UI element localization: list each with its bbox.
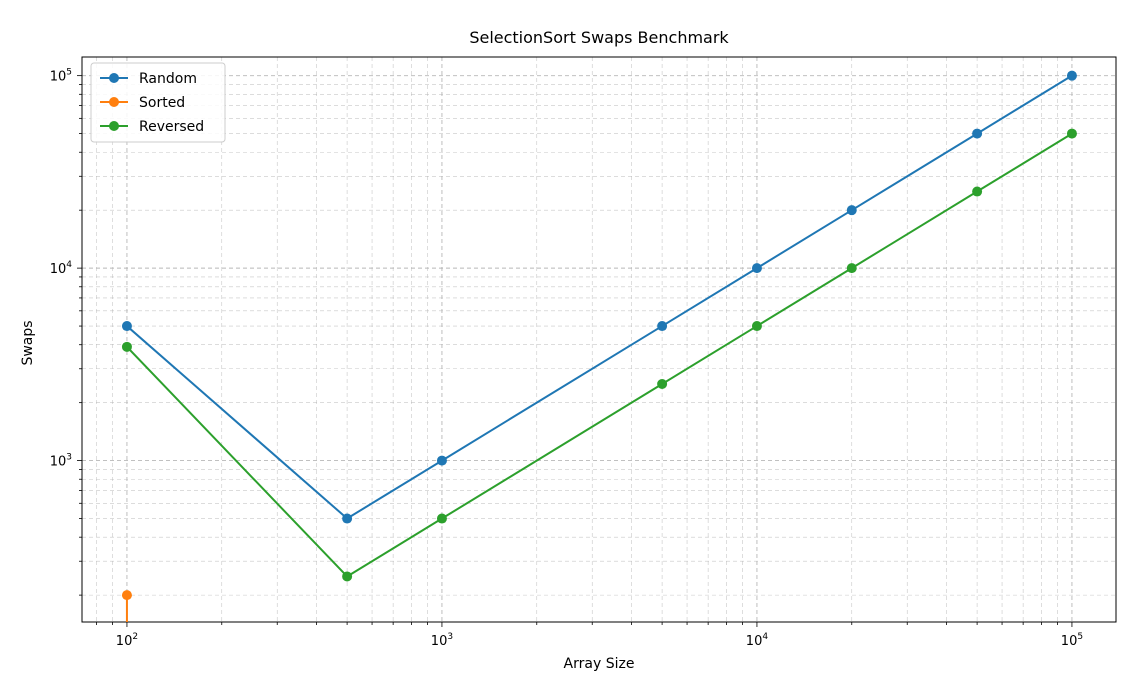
data-point-reversed — [342, 571, 353, 582]
legend-box — [90, 62, 226, 143]
data-point-reversed — [657, 378, 668, 389]
plot-frame — [81, 56, 1117, 623]
x-tick-label-base: 10 — [431, 634, 448, 649]
series-layer — [121, 70, 1077, 622]
data-point-random — [436, 455, 447, 466]
y-axis-label: Swaps — [20, 320, 36, 365]
y-tick-label-exponent: 4 — [66, 260, 72, 270]
data-point-random — [846, 205, 857, 216]
data-point-reversed — [121, 341, 132, 352]
x-axis-label: Array Size — [564, 656, 635, 672]
y-tick-label-exponent: 3 — [66, 453, 72, 463]
y-tick-label-base: 10 — [50, 455, 67, 470]
y-tick-label-base: 10 — [50, 262, 67, 277]
series-sorted — [121, 590, 132, 622]
data-point-reversed — [751, 321, 762, 332]
legend-label-random: Random — [139, 71, 197, 87]
series-reversed — [121, 128, 1077, 582]
data-point-random — [121, 321, 132, 332]
series-random — [121, 70, 1077, 524]
series-line-reversed — [126, 132, 1073, 578]
data-point-random — [972, 128, 983, 139]
data-point-random — [657, 321, 668, 332]
data-point-random — [1066, 70, 1077, 81]
data-point-reversed — [972, 186, 983, 197]
x-tick-label-base: 10 — [1061, 634, 1078, 649]
legend-label-reversed: Reversed — [139, 119, 204, 135]
y-tick-label: 103 — [50, 453, 72, 470]
y-tick-label-base: 10 — [50, 70, 67, 85]
data-point-reversed — [1066, 128, 1077, 139]
data-point-random — [751, 263, 762, 274]
y-tick-label-exponent: 5 — [66, 68, 72, 78]
x-tick-label: 102 — [116, 632, 138, 649]
x-tick-label: 103 — [431, 632, 453, 649]
data-point-random — [342, 513, 353, 524]
y-tick-label: 104 — [50, 260, 73, 277]
series-line-random — [126, 74, 1073, 520]
y-tick-label: 105 — [50, 68, 72, 85]
x-tick-label-base: 10 — [746, 634, 763, 649]
data-point-reversed — [436, 513, 447, 524]
legend-marker-sorted — [109, 97, 119, 107]
x-tick-label-base: 10 — [116, 634, 133, 649]
x-tick-label-exponent: 2 — [132, 632, 138, 642]
x-tick-label: 104 — [746, 632, 769, 649]
x-tick-label-exponent: 5 — [1077, 632, 1083, 642]
legend-marker-reversed — [109, 121, 119, 131]
x-tick-label-exponent: 4 — [762, 632, 768, 642]
x-tick-label-exponent: 3 — [447, 632, 453, 642]
data-point-sorted — [121, 590, 132, 601]
legend: Random Sorted Reversed — [90, 62, 226, 143]
legend-marker-random — [109, 73, 119, 83]
legend-label-sorted: Sorted — [139, 95, 185, 111]
data-point-reversed — [846, 263, 857, 274]
x-tick-label: 105 — [1061, 632, 1083, 649]
chart-title: SelectionSort Swaps Benchmark — [469, 28, 729, 47]
